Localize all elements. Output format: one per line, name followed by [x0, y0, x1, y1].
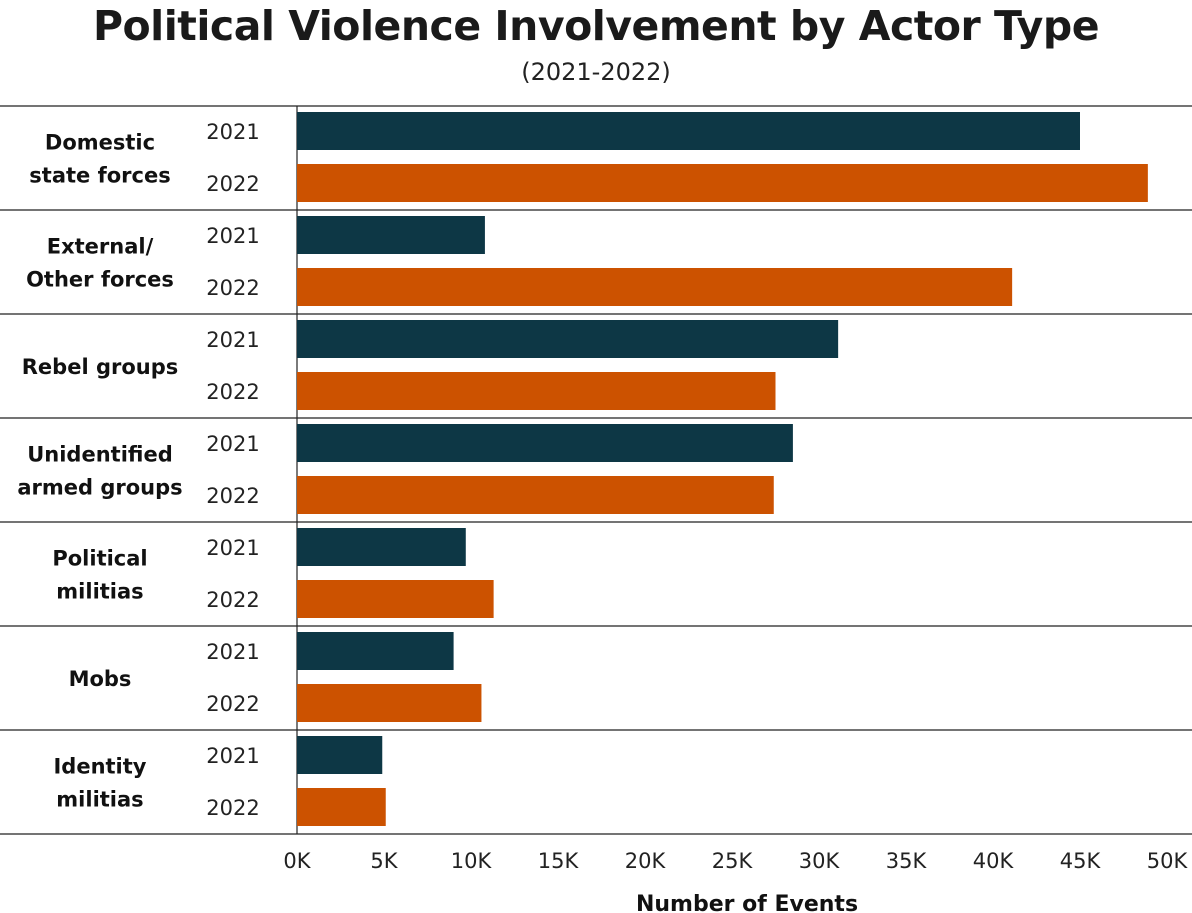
x-tick-label: 5K — [370, 849, 398, 873]
x-tick-label: 25K — [712, 849, 754, 873]
year-label: 2021 — [206, 224, 259, 248]
category-label: militias — [56, 580, 143, 604]
category-label: Other forces — [26, 268, 174, 292]
x-tick-label: 20K — [625, 849, 667, 873]
category-label: armed groups — [17, 476, 182, 500]
bar-2021 — [297, 112, 1080, 150]
category-label: Domestic — [45, 131, 155, 155]
year-label: 2022 — [206, 484, 259, 508]
bar-2021 — [297, 424, 793, 462]
bar-2021 — [297, 216, 485, 254]
year-label: 2022 — [206, 588, 259, 612]
bar-2021 — [297, 528, 466, 566]
year-label: 2021 — [206, 432, 259, 456]
x-tick-label: 15K — [538, 849, 580, 873]
x-tick-label: 30K — [799, 849, 841, 873]
category-label: External/ — [47, 235, 154, 259]
x-tick-label: 45K — [1060, 849, 1102, 873]
year-label: 2021 — [206, 536, 259, 560]
year-label: 2021 — [206, 640, 259, 664]
x-tick-label: 50K — [1147, 849, 1189, 873]
x-tick-label: 10K — [451, 849, 493, 873]
x-axis-label: Number of Events — [636, 892, 858, 913]
year-label: 2021 — [206, 744, 259, 768]
year-label: 2022 — [206, 692, 259, 716]
bar-2021 — [297, 320, 839, 358]
category-label: Identity — [53, 755, 146, 779]
bar-2022 — [297, 476, 774, 514]
x-tick-label: 35K — [886, 849, 928, 873]
bar-2021 — [297, 736, 383, 774]
x-tick-label: 0K — [283, 849, 311, 873]
year-label: 2022 — [206, 172, 259, 196]
bar-2022 — [297, 164, 1148, 202]
category-label: state forces — [29, 164, 170, 188]
year-label: 2022 — [206, 276, 259, 300]
bar-2022 — [297, 268, 1013, 306]
chart-subtitle: (2021-2022) — [521, 58, 671, 86]
bar-2022 — [297, 372, 776, 410]
category-label: Unidentified — [27, 443, 173, 467]
bar-2021 — [297, 632, 454, 670]
category-label: Mobs — [69, 667, 132, 691]
year-label: 2022 — [206, 380, 259, 404]
chart-title: Political Violence Involvement by Actor … — [92, 2, 1100, 50]
category-label: militias — [56, 788, 143, 812]
x-tick-label: 40K — [973, 849, 1015, 873]
bar-2022 — [297, 580, 494, 618]
year-label: 2022 — [206, 796, 259, 820]
category-label: Rebel groups — [22, 355, 179, 379]
bar-2022 — [297, 788, 386, 826]
year-label: 2021 — [206, 328, 259, 352]
category-label: Political — [52, 547, 147, 571]
bar-2022 — [297, 684, 482, 722]
year-label: 2021 — [206, 120, 259, 144]
